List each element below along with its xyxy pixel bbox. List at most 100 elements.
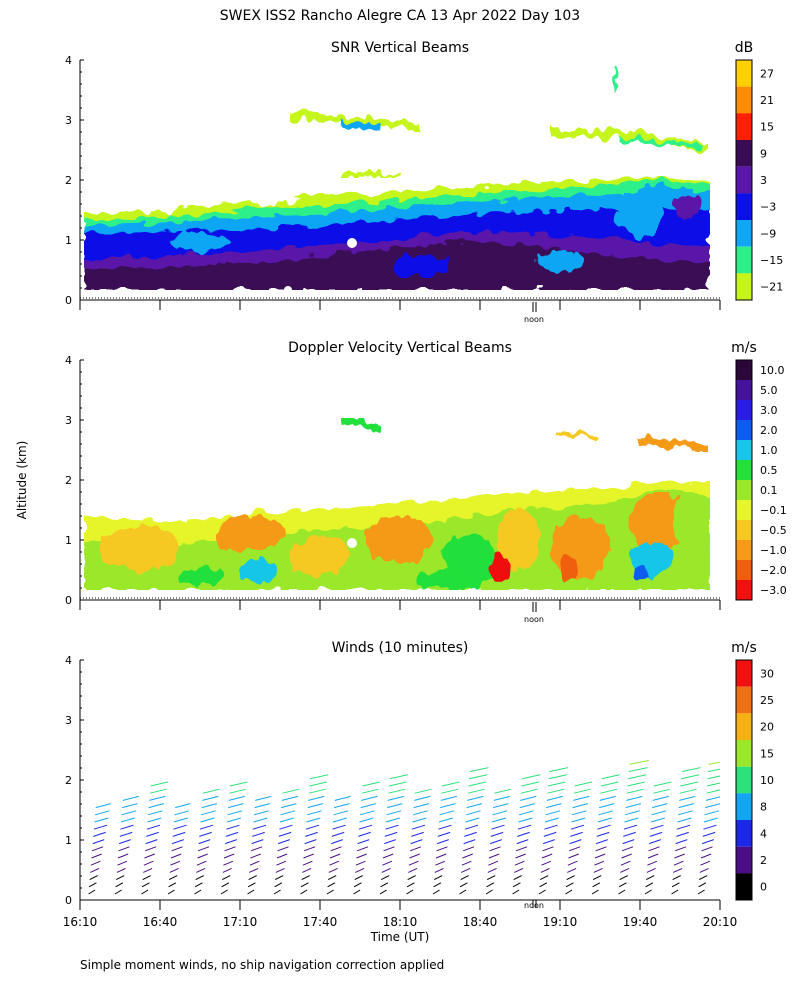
- wind-barb: [594, 860, 605, 866]
- wind-barb: [387, 795, 404, 801]
- wind-barb: [412, 817, 427, 823]
- wind-barb: [600, 781, 619, 787]
- wind-barb: [93, 831, 106, 837]
- wind-barb: [115, 882, 124, 888]
- snr-panel: SNR Vertical Beams: [65, 40, 783, 324]
- wind-barb: [622, 839, 635, 845]
- wind-barb: [170, 860, 181, 866]
- colorbar-tick-label: 25: [760, 694, 774, 707]
- wind-barb: [119, 831, 133, 837]
- wind-barb: [90, 867, 100, 873]
- wind-barb: [674, 853, 685, 859]
- colorbar-tick-label: 15: [760, 121, 774, 134]
- wind-barb: [601, 774, 620, 780]
- wind-barb: [195, 875, 204, 881]
- snr-colorbar-unit: dB: [735, 40, 754, 56]
- wind-barb: [521, 781, 540, 787]
- wind-barb: [623, 824, 638, 830]
- wind-barb: [117, 860, 128, 866]
- wind-barb: [707, 775, 720, 780]
- wind-barb: [253, 810, 269, 816]
- wind-barb: [435, 853, 447, 859]
- wind-barb: [250, 853, 261, 859]
- wind-barb: [194, 889, 202, 895]
- wind-barb: [200, 817, 215, 823]
- wind-barb: [432, 889, 440, 895]
- wind-barb: [327, 875, 337, 881]
- colorbar-swatch: [736, 846, 752, 874]
- wind-barb: [94, 810, 110, 816]
- wind-barb: [149, 788, 167, 794]
- wind-barb: [493, 803, 509, 809]
- wind-barb: [517, 831, 530, 837]
- wind-barb: [358, 824, 373, 830]
- wind-barb: [440, 795, 457, 801]
- wind-barb: [697, 889, 705, 895]
- wind-barb: [627, 781, 646, 787]
- wind-barb: [671, 889, 679, 895]
- wind-barb: [255, 795, 272, 801]
- snr-ytick: 3: [65, 114, 72, 127]
- wind-barb: [93, 824, 108, 830]
- wind-barb: [464, 824, 479, 830]
- x-axis-label: Time (UT): [370, 930, 430, 944]
- wind-barb: [273, 889, 281, 895]
- wind-barb: [115, 875, 125, 881]
- wind-barb: [512, 882, 521, 888]
- winds-xtick: 19:40: [623, 915, 658, 929]
- wind-barb: [172, 839, 184, 845]
- winds-noon-label: noon: [524, 901, 544, 910]
- wind-barb: [435, 860, 446, 866]
- wind-barb: [618, 882, 627, 888]
- wind-barb: [706, 789, 720, 794]
- wind-barb: [459, 882, 468, 888]
- wind-barb: [409, 846, 422, 852]
- wind-barb: [572, 803, 589, 809]
- wind-barb: [702, 831, 716, 837]
- wind-barb: [546, 803, 562, 809]
- wind-barb: [201, 803, 218, 809]
- wind-barb: [704, 810, 720, 816]
- wind-barb: [144, 846, 157, 852]
- wind-barb: [356, 846, 369, 852]
- wind-barb: [708, 761, 720, 765]
- wind-barb: [355, 860, 366, 866]
- wind-barb: [382, 853, 394, 859]
- wind-barb: [412, 810, 428, 816]
- wind-barb: [494, 788, 512, 794]
- wind-barb: [147, 817, 162, 823]
- colorbar-swatch: [736, 660, 752, 687]
- colorbar-tick-label: −2.0: [760, 564, 787, 577]
- wind-barb: [114, 889, 122, 895]
- colorbar-swatch: [736, 580, 752, 600]
- wind-barb: [406, 882, 415, 888]
- wind-barb: [197, 846, 210, 852]
- colorbar-tick-label: 3.0: [760, 404, 778, 417]
- wind-barb: [411, 831, 424, 837]
- wind-barb: [673, 867, 683, 873]
- wind-barb: [254, 803, 271, 809]
- colorbar-swatch: [736, 540, 752, 560]
- wind-barb: [330, 846, 342, 852]
- wind-barb: [650, 817, 665, 823]
- wind-barb: [433, 882, 442, 888]
- wind-barb: [326, 889, 334, 895]
- doppler-colorbar: 10.0 5.0 3.0 2.0 1.0 0.5 0.1 −0.1 −0.5 −1.0 −2.0 −3…: [735, 359, 787, 601]
- wind-barb: [277, 846, 289, 852]
- wind-barb: [623, 831, 636, 837]
- wind-barb: [539, 875, 549, 881]
- wind-barb: [379, 889, 387, 895]
- wind-barb: [282, 788, 300, 794]
- wind-barb: [89, 875, 98, 881]
- wind-barb: [650, 824, 664, 830]
- winds-xtick: 20:10: [703, 915, 738, 929]
- wind-barb: [414, 788, 432, 794]
- wind-barb: [388, 781, 407, 787]
- colorbar-tick-label: 0.1: [760, 484, 778, 497]
- wind-barb: [389, 774, 408, 780]
- wind-barb: [676, 824, 691, 830]
- wind-barb: [648, 846, 660, 852]
- colorbar-tick-label: 20: [760, 721, 774, 734]
- wind-barb: [469, 767, 489, 773]
- wind-barb: [599, 803, 615, 809]
